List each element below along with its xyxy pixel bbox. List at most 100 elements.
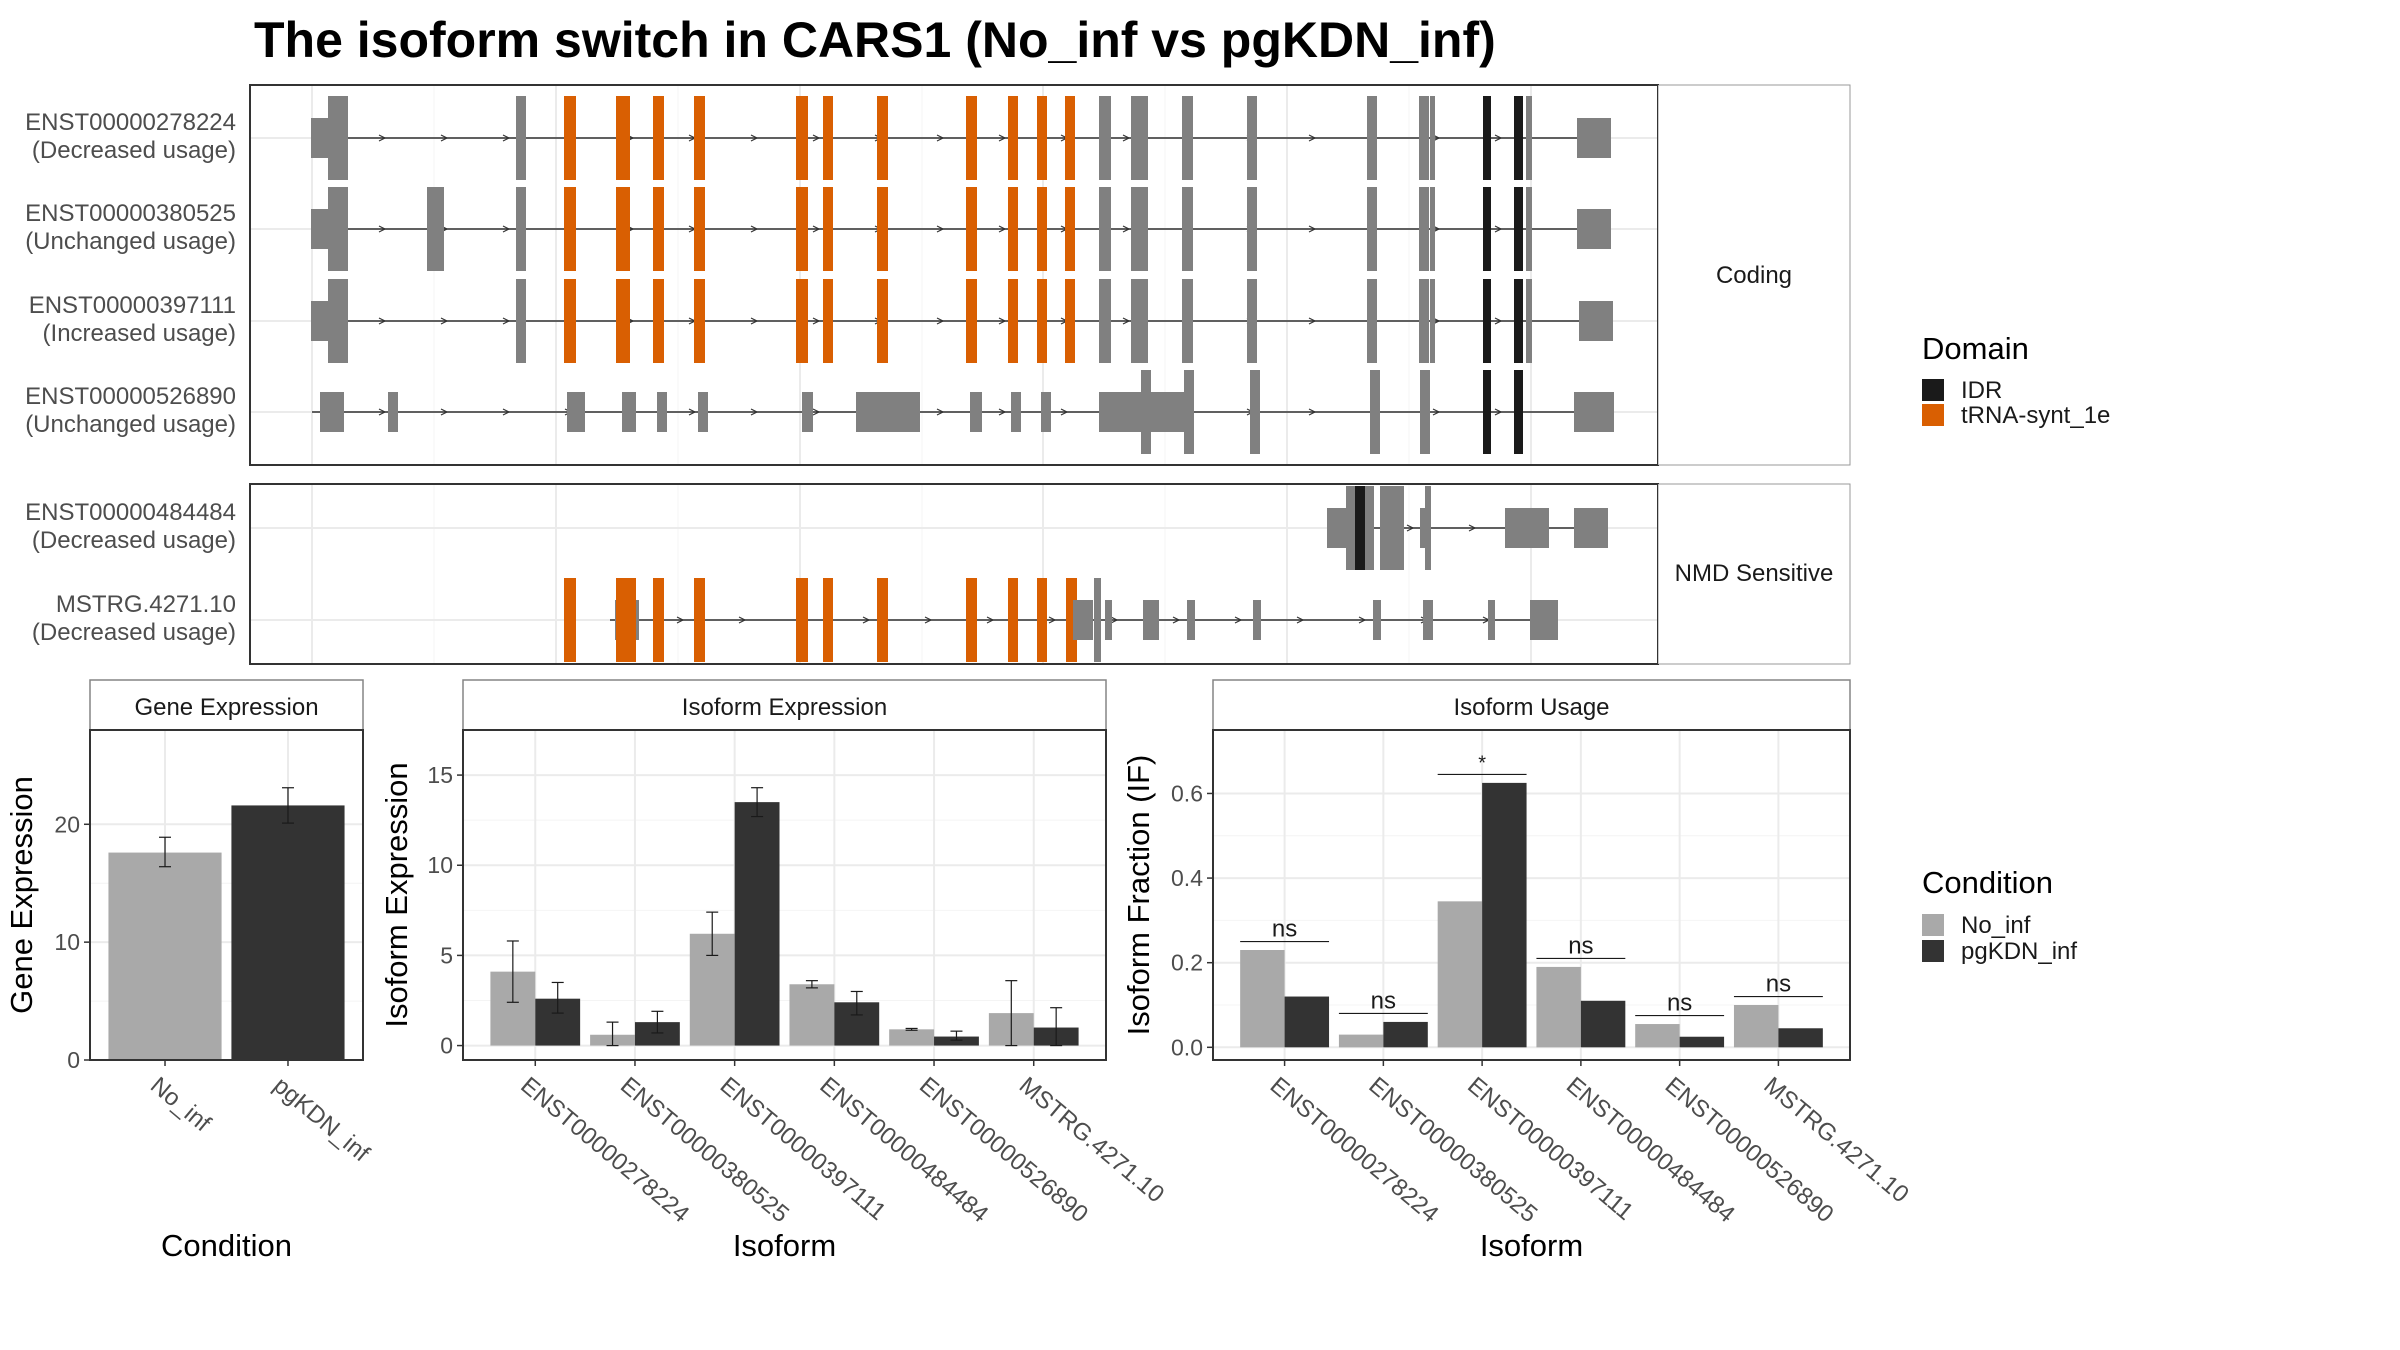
exon-block	[1367, 96, 1377, 180]
transcript-row	[311, 96, 1611, 180]
exon-block	[311, 209, 331, 249]
x-tick-label: ENST00000380525	[615, 1072, 794, 1228]
exon-block	[333, 96, 348, 180]
strand-arrow	[1406, 524, 1415, 532]
exon-block	[616, 187, 630, 271]
exon-block	[823, 279, 833, 363]
strand-arrow	[812, 225, 821, 233]
y-tick-label: 10	[54, 929, 80, 955]
transcript-row	[1327, 486, 1608, 570]
exon-block	[616, 578, 630, 662]
transcript-id-label: ENST00000484484	[25, 499, 236, 526]
strand-arrow	[1122, 317, 1131, 325]
y-tick-label: 0	[67, 1047, 80, 1073]
exon-block	[1514, 187, 1523, 271]
transcript-id-label: ENST00000380525	[25, 200, 236, 227]
exon-block	[1577, 209, 1611, 249]
exon-block	[311, 118, 331, 158]
exon-block	[333, 187, 348, 271]
exon-block	[1131, 96, 1148, 180]
exon-block	[856, 392, 920, 432]
exon-block	[1380, 486, 1404, 570]
strand-arrow	[502, 134, 511, 142]
exon-block	[1099, 279, 1111, 363]
exon-block	[1574, 508, 1608, 548]
strand-arrow	[1296, 616, 1305, 624]
exon-block	[1065, 187, 1075, 271]
exon-block	[1037, 187, 1047, 271]
exon-block	[427, 187, 444, 271]
x-tick-label: ENST00000278224	[515, 1072, 694, 1228]
exon-block	[1577, 118, 1611, 158]
exon-block	[328, 187, 333, 271]
y-tick-label: 10	[427, 852, 453, 878]
strand-arrow	[1468, 524, 1477, 532]
exon-block	[877, 279, 888, 363]
significance-label: ns	[1568, 932, 1593, 959]
exon-block	[1247, 279, 1257, 363]
bar	[1778, 1028, 1823, 1048]
exon-block	[1247, 96, 1257, 180]
transcript-id-label: MSTRG.4271.10	[56, 591, 236, 618]
exon-block	[516, 187, 526, 271]
significance-label: ns	[1766, 971, 1791, 998]
exon-block	[694, 578, 705, 662]
bar	[734, 802, 780, 1046]
exon-block	[966, 96, 977, 180]
strand-arrow	[1308, 134, 1317, 142]
legend-condition-title: Condition	[1922, 865, 2053, 900]
bar	[108, 852, 222, 1060]
legend-label-pgkdn-inf: pgKDN_inf	[1961, 938, 2077, 965]
exon-block	[564, 96, 576, 180]
exon-block	[1526, 187, 1532, 271]
exon-block	[516, 279, 526, 363]
exon-block	[388, 392, 398, 432]
exon-block	[516, 96, 526, 180]
exon-block	[1419, 96, 1429, 180]
exon-block	[311, 301, 331, 341]
exon-block	[1483, 96, 1491, 180]
bar	[1383, 1021, 1428, 1048]
strand-arrow	[924, 616, 933, 624]
legend-condition: Condition No_inf pgKDN_inf	[1922, 865, 2077, 965]
transcript-row	[312, 370, 1614, 454]
y-tick-label: 0.4	[1171, 865, 1203, 891]
exon-block	[1430, 279, 1435, 363]
strand-arrow	[1494, 408, 1503, 416]
x-axis-title: Condition	[161, 1228, 292, 1263]
exon-block	[653, 187, 664, 271]
strand-arrow	[1308, 317, 1317, 325]
panel-border	[462, 729, 1107, 1061]
exon-block	[1355, 486, 1365, 570]
exon-block	[1065, 96, 1075, 180]
exon-block	[1526, 279, 1532, 363]
exon-block	[616, 279, 630, 363]
strand-arrow	[440, 134, 449, 142]
bar	[1437, 901, 1483, 1048]
exon-block	[1526, 96, 1532, 180]
strand-arrow	[998, 225, 1007, 233]
exon-block	[823, 96, 833, 180]
strand-arrow	[1122, 225, 1131, 233]
strand-arrow	[440, 317, 449, 325]
exon-block	[1182, 96, 1193, 180]
exon-block	[1037, 279, 1047, 363]
strand-arrow	[1048, 616, 1057, 624]
strand-arrow	[502, 225, 511, 233]
exon-block	[1041, 392, 1051, 432]
significance-label: ns	[1272, 916, 1297, 943]
x-tick-label: No_inf	[145, 1072, 216, 1137]
transcript-row	[311, 187, 1611, 271]
exon-block	[966, 279, 977, 363]
transcript-usage-label: (Decreased usage)	[32, 137, 236, 164]
strand-arrow	[1122, 134, 1131, 142]
exon-block	[1105, 600, 1112, 640]
strand-arrow	[936, 408, 945, 416]
exon-block	[1008, 279, 1018, 363]
exon-block	[1430, 187, 1435, 271]
bar	[1482, 782, 1527, 1048]
bar	[1284, 996, 1330, 1048]
bar	[1733, 1005, 1779, 1048]
chart-title: Isoform Expression	[682, 694, 887, 721]
exon-block	[1008, 578, 1018, 662]
